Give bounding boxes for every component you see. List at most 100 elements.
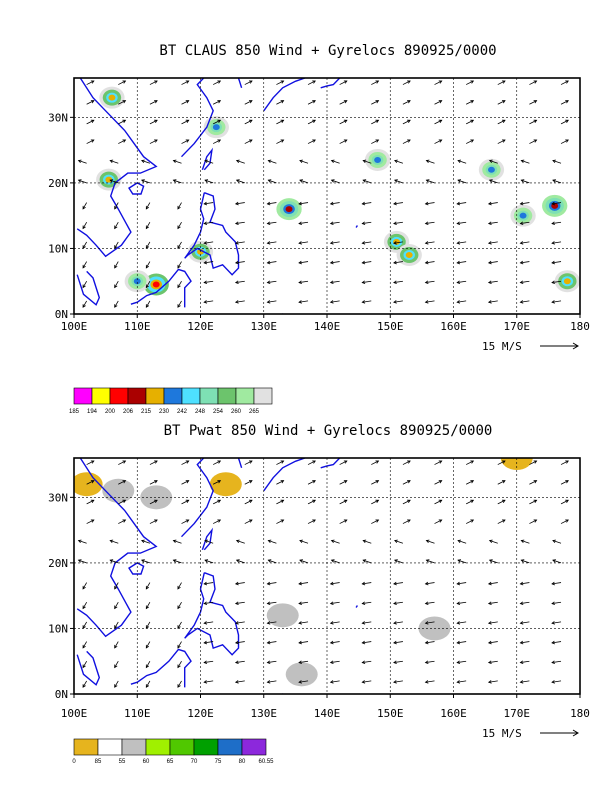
wind-arrowhead — [204, 539, 209, 543]
colorbar-label-1: 194 — [87, 409, 98, 415]
wind-vector-44 — [457, 261, 467, 264]
wind-arrowhead — [329, 300, 334, 304]
wind-vector-167 — [307, 100, 316, 105]
wind-vector-154 — [402, 499, 411, 505]
wind-vector-117 — [236, 540, 245, 544]
wind-arrowhead — [82, 304, 86, 308]
wind-arrowhead — [520, 559, 525, 563]
wind-vector-176 — [86, 460, 95, 465]
wind-arrowhead — [533, 460, 538, 464]
wind-arrowhead — [234, 640, 239, 645]
wind-vector-14 — [520, 300, 530, 303]
wind-vector-9 — [362, 300, 372, 303]
wind-arrowhead — [470, 519, 475, 523]
wind-arrowhead — [343, 80, 348, 84]
wind-arrowhead — [438, 480, 443, 484]
coastline-3 — [263, 78, 306, 112]
coastline-4 — [237, 458, 243, 469]
wind-arrowhead — [424, 241, 429, 245]
wind-arrowhead — [90, 119, 95, 123]
wind-arrowhead — [330, 179, 335, 183]
wind-arrowhead — [234, 601, 239, 605]
wind-arrowhead — [266, 241, 271, 245]
x-tick-label: 100E — [61, 320, 88, 333]
wind-arrowhead — [114, 644, 118, 649]
wind-arrowhead — [551, 221, 555, 225]
wind-arrowhead — [114, 304, 118, 308]
wind-arrowhead — [122, 139, 127, 143]
colorbar-swatch-5 — [193, 738, 219, 756]
wind-vector-16 — [82, 661, 87, 668]
wind-arrowhead — [203, 221, 208, 225]
wind-vector-130 — [149, 519, 158, 524]
wind-arrowhead — [456, 621, 461, 625]
wind-arrowhead — [425, 159, 430, 163]
wind-vector-3 — [177, 300, 182, 308]
wind-vector-21 — [235, 280, 245, 283]
wind-vector-59 — [425, 621, 435, 624]
wind-arrowhead — [122, 100, 127, 104]
wind-vector-93 — [488, 202, 498, 205]
wind-reference-label: 15 M/S — [482, 340, 522, 353]
wind-vector-5 — [235, 680, 245, 683]
wind-arrowhead — [266, 680, 271, 684]
wind-vector-151 — [307, 119, 316, 125]
wind-arrowhead — [501, 460, 506, 464]
wind-vector-122 — [394, 540, 404, 544]
wind-vector-80 — [82, 582, 87, 590]
wind-arrowhead — [177, 585, 181, 590]
wind-vector-190 — [529, 80, 537, 85]
wind-vector-53 — [235, 621, 245, 624]
wind-arrowhead — [361, 680, 366, 684]
wind-vector-151 — [307, 499, 316, 505]
wind-vector-177 — [118, 460, 126, 465]
wind-arrowhead — [267, 179, 272, 183]
wind-arrowhead — [565, 460, 569, 464]
wind-vector-168 — [339, 480, 348, 485]
wind-vector-122 — [394, 160, 404, 164]
wind-vector-184 — [339, 80, 348, 85]
wind-vector-47 — [551, 261, 562, 264]
wind-vector-40 — [330, 261, 340, 264]
wind-vector-160 — [86, 100, 95, 105]
wind-arrowhead — [330, 159, 335, 163]
wind-arrowhead — [456, 680, 461, 684]
wind-arrowhead — [266, 660, 271, 664]
wind-vector-154 — [402, 119, 411, 125]
wind-vector-171 — [434, 100, 442, 105]
wind-vector-143 — [560, 519, 569, 524]
x-tick-label: 120E — [187, 320, 214, 333]
wind-vector-103 — [299, 179, 309, 184]
wind-vector-163 — [181, 480, 189, 485]
wind-arrowhead — [565, 499, 569, 503]
wind-arrowhead — [519, 260, 524, 265]
wind-arrowhead — [407, 119, 411, 123]
wind-arrowhead — [456, 201, 461, 206]
wind-vector-12 — [457, 300, 467, 303]
wind-arrowhead — [154, 139, 158, 143]
wind-arrowhead — [329, 241, 334, 245]
wind-vector-109 — [489, 179, 498, 184]
wind-vector-120 — [331, 160, 340, 164]
wind-vector-182 — [276, 460, 284, 465]
wind-vector-79 — [551, 221, 562, 224]
wind-vector-185 — [371, 460, 379, 465]
wind-vector-96 — [78, 179, 87, 184]
wind-arrowhead — [487, 280, 492, 284]
shaded-cell-11 — [519, 212, 527, 219]
wind-arrowhead — [501, 480, 506, 484]
wind-vector-91 — [425, 582, 435, 585]
wind-arrowhead — [114, 664, 118, 669]
wind-vector-138 — [402, 519, 411, 524]
wind-arrowhead — [424, 260, 429, 265]
wind-vector-54 — [267, 621, 277, 624]
wind-arrowhead — [109, 179, 114, 183]
wind-vector-147 — [181, 499, 189, 505]
wind-vector-56 — [330, 241, 340, 244]
wind-arrowhead — [519, 601, 524, 605]
wind-vector-166 — [276, 480, 284, 485]
coastline-10 — [320, 458, 341, 469]
wind-vector-64 — [82, 222, 87, 229]
wind-vector-10 — [393, 680, 403, 683]
wind-vector-132 — [212, 519, 221, 524]
